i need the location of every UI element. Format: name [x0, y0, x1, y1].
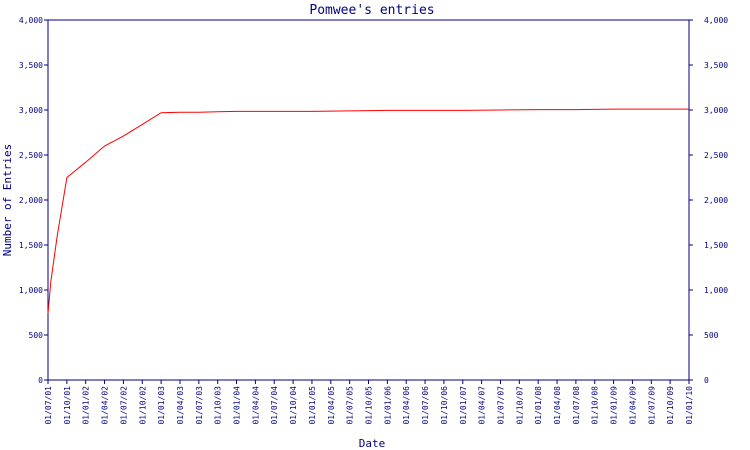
x-tick-label: 01/04/05: [327, 386, 336, 425]
x-tick-label: 01/01/02: [82, 386, 91, 425]
y-axis-left: 0 500 1,000 1,500 2,000 2,500 3,000 3,500 4,000: [19, 16, 48, 385]
y-tick-label-left: 0: [38, 376, 43, 385]
x-tick-label: 01/04/04: [251, 386, 260, 425]
x-tick-label: 01/01/10: [685, 386, 694, 425]
x-tick-label: 01/04/02: [101, 386, 110, 425]
y-tick-label-left: 4,000: [19, 16, 43, 25]
x-tick-label: 01/07/07: [496, 386, 505, 425]
y-axis-right: 0 500 1,000 1,500 2,000 2,500 3,000 3,500 4,000: [689, 16, 728, 385]
x-tick-label: 01/01/07: [459, 386, 468, 425]
x-tick-label: 01/04/03: [176, 386, 185, 425]
x-tick-label: 01/07/05: [346, 386, 355, 425]
x-tick-label: 01/10/07: [515, 386, 524, 425]
x-tick-label: 01/10/08: [591, 386, 600, 425]
y-tick-label-left: 3,000: [19, 106, 43, 115]
x-tick-label: 01/01/09: [610, 386, 619, 425]
y-tick-label-right: 3,000: [704, 106, 728, 115]
y-tick-label-left: 1,500: [19, 241, 43, 250]
x-tick-label: 01/01/06: [383, 386, 392, 425]
x-tick-label: 01/01/04: [233, 386, 242, 425]
y-tick-label-left: 1,000: [19, 286, 43, 295]
x-tick-label: 01/04/09: [628, 386, 637, 425]
x-tick-label: 01/10/01: [63, 386, 72, 425]
y-tick-label-right: 1,500: [704, 241, 728, 250]
x-tick-label: 01/07/04: [270, 386, 279, 425]
x-tick-label: 01/10/05: [365, 386, 374, 425]
y-tick-label-left: 2,000: [19, 196, 43, 205]
x-tick-label: 01/07/06: [421, 386, 430, 425]
x-tick-label: 01/07/03: [195, 386, 204, 425]
y-tick-label-right: 3,500: [704, 61, 728, 70]
x-tick-label: 01/10/02: [138, 386, 147, 425]
y-tick-label-right: 4,000: [704, 16, 728, 25]
x-tick-label: 01/04/08: [553, 386, 562, 425]
x-tick-label: 01/01/03: [157, 386, 166, 425]
x-tick-label: 01/07/02: [119, 386, 128, 425]
y-tick-label-left: 3,500: [19, 61, 43, 70]
x-tick-label: 01/07/09: [647, 386, 656, 425]
y-tick-label-right: 2,500: [704, 151, 728, 160]
x-tick-label: 01/01/05: [308, 386, 317, 425]
series-layer: [47, 108, 689, 314]
x-tick-label: 01/10/04: [289, 386, 298, 425]
x-tick-label: 01/10/09: [666, 386, 675, 425]
x-tick-label: 01/07/01: [44, 386, 53, 425]
x-tick-label: 01/01/08: [534, 386, 543, 425]
plot-frame: [47, 19, 690, 381]
y-tick-label-right: 1,000: [704, 286, 728, 295]
x-tick-label: 01/10/03: [214, 386, 223, 425]
y-tick-label-right: 2,000: [704, 196, 728, 205]
x-tick-label: 01/04/06: [402, 386, 411, 425]
y-tick-label-right: 500: [704, 331, 719, 340]
chart-title: Pomwee's entries: [309, 3, 434, 18]
y-tick-label-left: 2,500: [19, 151, 43, 160]
series-line: [47, 108, 689, 314]
y-tick-label-right: 0: [704, 376, 709, 385]
x-axis: 01/07/01 01/10/01 01/01/02 01/04/02 01/07/02…: [44, 380, 694, 425]
x-tick-label: 01/10/06: [440, 386, 449, 425]
y-tick-label-left: 500: [29, 331, 44, 340]
y-axis-label: Number of Entries: [1, 144, 14, 257]
x-tick-label: 01/07/08: [572, 386, 581, 425]
x-axis-label: Date: [359, 437, 386, 450]
x-tick-label: 01/04/07: [478, 386, 487, 425]
